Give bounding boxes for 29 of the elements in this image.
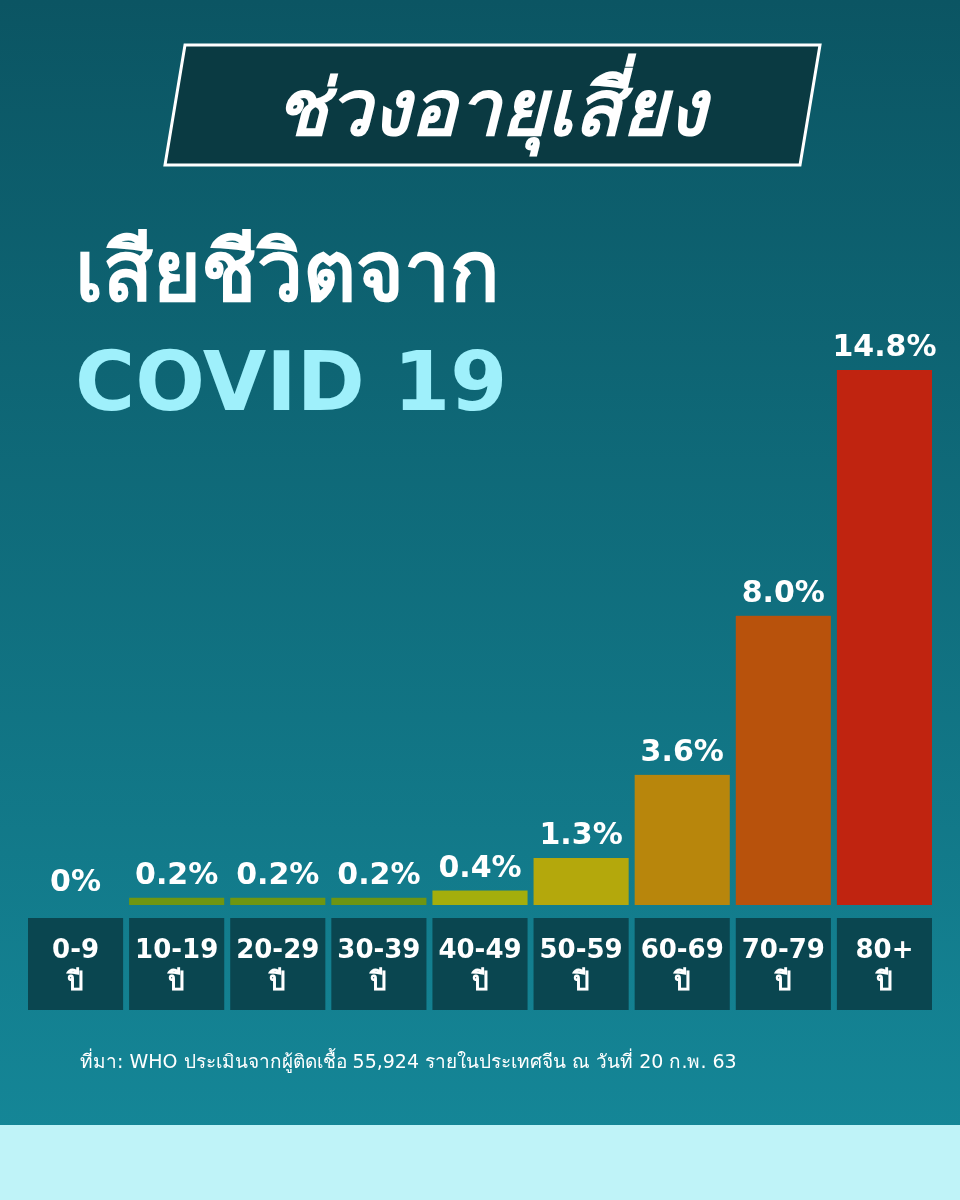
bar bbox=[634, 774, 730, 905]
chart-subtitle: เสียชีวิตจาก COVID 19 bbox=[75, 224, 508, 429]
x-tick-label: 40-49 ปี bbox=[438, 934, 522, 996]
data-label: 1.3% bbox=[539, 816, 623, 852]
x-tick-label: 70-79 ปี bbox=[741, 934, 825, 996]
data-label: 3.6% bbox=[640, 732, 724, 768]
x-tick-label: 50-59 ปี bbox=[539, 934, 623, 996]
bar bbox=[432, 890, 528, 905]
x-tick-label: 80+ ปี bbox=[855, 934, 914, 996]
x-tick-label: 10-19 ปี bbox=[135, 934, 219, 996]
bar bbox=[331, 897, 427, 905]
bar bbox=[533, 858, 629, 905]
data-label: 0% bbox=[50, 863, 102, 898]
x-tick-label: 30-39 ปี bbox=[337, 934, 421, 996]
bar bbox=[129, 897, 225, 905]
text: ที่มา: WHO ประเมินจากผู้ติดเชื้อ 55,924 รายในประเทศจีน ณ วันที่ 20 ก.พ. 63 bbox=[80, 1048, 737, 1073]
data-label: 8.0% bbox=[741, 573, 825, 609]
bar bbox=[735, 615, 831, 905]
chart-title: ช่วงอายุเสี่ยง bbox=[274, 53, 712, 157]
data-label: 0.4% bbox=[438, 848, 522, 884]
x-tick-label: 20-29 ปี bbox=[236, 934, 320, 996]
x-tick-label: 60-69 ปี bbox=[640, 934, 724, 996]
data-label: 0.2% bbox=[135, 855, 219, 891]
data-label: 14.8% bbox=[832, 328, 937, 363]
data-label: 0.2% bbox=[337, 855, 421, 891]
bar bbox=[230, 897, 326, 905]
data-label: 0.2% bbox=[236, 855, 320, 891]
x-tick-label: 0-9 ปี bbox=[52, 934, 100, 996]
bar bbox=[836, 370, 932, 905]
